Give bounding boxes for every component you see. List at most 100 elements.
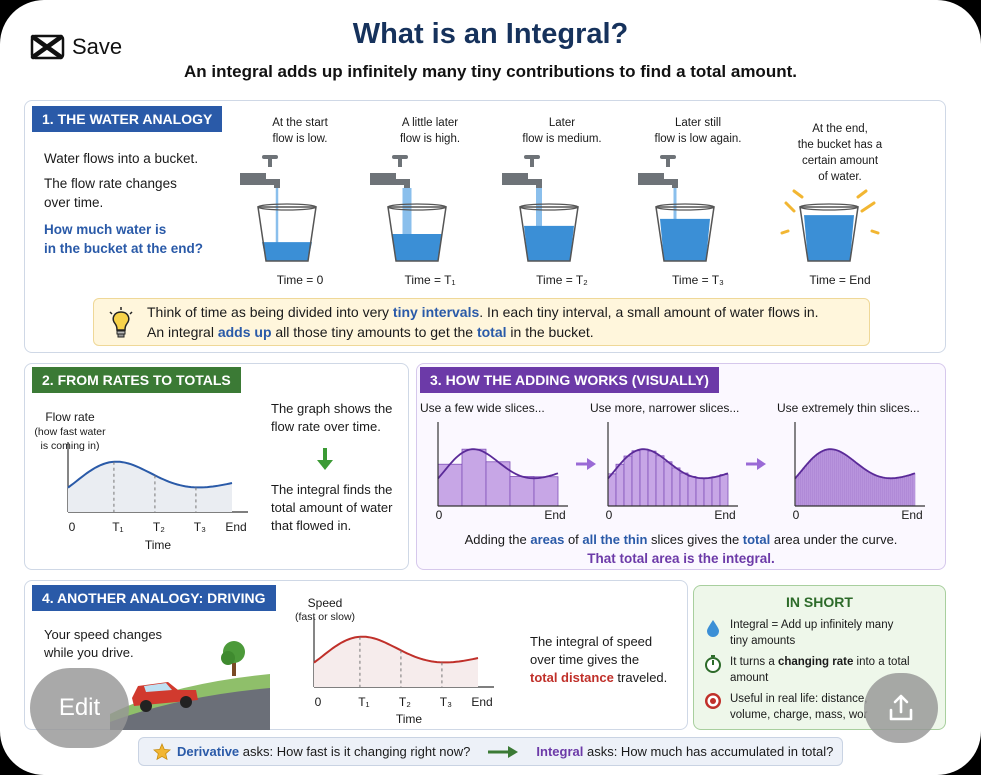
area-under-curve (314, 636, 478, 687)
driving-text1: The integral of speed (530, 634, 653, 649)
rates-text2b: total amount of water (271, 500, 393, 515)
stage-caption: flow is low again. (654, 133, 742, 145)
slice-bar (816, 453, 820, 507)
slice-bar (904, 475, 908, 507)
speed-graph (313, 617, 494, 688)
share-button[interactable] (864, 673, 938, 743)
tip-line2: An integral adds up all those tiny amoun… (147, 324, 594, 340)
derivative-term: Derivative (177, 744, 240, 759)
slice-bar (836, 450, 840, 507)
slice-bar (647, 450, 657, 507)
slice-bar (679, 472, 689, 507)
slice-bar (868, 472, 872, 507)
summary-text: area under the curve. (770, 532, 898, 547)
slice-bar (663, 461, 673, 507)
bottom-derivative-line: Derivative asks: How fast is it changing… (177, 744, 470, 759)
slice-bar (872, 474, 876, 507)
slice-bar (802, 467, 806, 507)
slice-bar (900, 476, 904, 507)
slice-bar (876, 475, 880, 507)
time-tick-label: 0 (314, 695, 322, 709)
stage-caption: At the start (272, 117, 328, 129)
save-button[interactable]: Save (30, 32, 122, 62)
slice-bar (806, 462, 810, 507)
slice-bar (830, 449, 834, 507)
slice-bar (719, 474, 729, 507)
bottom-integral-line: Integral asks: How much has accumulated … (536, 744, 833, 759)
save-label: Save (72, 34, 123, 59)
time-tick-label: T₂ (398, 695, 411, 709)
target-icon (705, 693, 721, 709)
slice-bar (631, 450, 641, 507)
short-item3a: Useful in real life: distance, (730, 693, 868, 705)
driving-line1: Your speed changes (44, 627, 163, 642)
time-tick-label: T₁ (358, 695, 370, 709)
short-item2-text: into a total (853, 656, 910, 668)
tip-box: Think of time as being divided into very… (93, 298, 870, 346)
time-tick-label: End (225, 520, 247, 534)
slice-bar (896, 477, 900, 507)
page-subtitle: An integral adds up infinitely many tiny… (184, 62, 797, 81)
summary-emphasis: total (742, 532, 771, 547)
stage-caption: Later (548, 117, 576, 129)
water-drop-icon (707, 620, 719, 637)
slice-bar (874, 475, 878, 507)
water-analogy-header: 1. THE WATER ANALOGY (32, 106, 223, 132)
driving-ylabel: (fast or slow) (294, 611, 356, 623)
slice-bar (866, 471, 870, 507)
slice-bar (884, 477, 888, 507)
stage-time-label: Time = 0 (276, 273, 324, 287)
stage-caption: At the end, (812, 123, 868, 135)
slice-bar (908, 474, 912, 507)
slice-graph-label: Use more, narrower slices... (590, 401, 740, 415)
time-tick-label: T₃ (193, 520, 207, 534)
slice-bar (824, 449, 828, 507)
edit-button[interactable]: Edit (30, 668, 129, 748)
slice-bar (485, 461, 511, 507)
slice-bar (822, 450, 826, 507)
tip-line1: Think of time as being divided into very… (147, 304, 819, 320)
tip-emphasis: adds up (217, 324, 272, 340)
slice-bar (509, 476, 535, 507)
slice-bar (804, 465, 808, 507)
slice-bar (878, 476, 882, 507)
tip-text: Think of time as being divided into very (147, 304, 393, 320)
stage-time-label: Time = T₃ (672, 273, 724, 287)
slice-graph (607, 422, 738, 507)
slice-bar (856, 463, 860, 507)
summary-emphasis: areas (530, 532, 565, 547)
rates-ylabel: Flow rate (45, 410, 95, 424)
slice-bar (671, 467, 681, 507)
tip-emphasis: total (476, 324, 507, 340)
slice-bar (812, 456, 816, 507)
slice-zero-label: 0 (792, 508, 800, 522)
stage-time-label: Time = T₁ (404, 273, 456, 287)
slice-bar (890, 478, 894, 507)
stage-caption: of water. (818, 171, 862, 183)
in-short-header: IN SHORT (786, 594, 853, 610)
curve-line (794, 448, 916, 480)
water-line1: Water flows into a bucket. (44, 151, 199, 166)
stage-time-label: Time = T₂ (536, 273, 588, 287)
driving-xlabel: Time (395, 712, 423, 726)
slice-bar (437, 463, 463, 507)
time-tick-label: 0 (68, 520, 76, 534)
summary-emphasis: all the thin (582, 532, 648, 547)
summary-text: Adding the (464, 532, 531, 547)
area-under-curve (68, 461, 232, 512)
slice-bar (711, 476, 721, 507)
water-line2b: over time. (44, 195, 104, 210)
slice-bar (461, 448, 487, 507)
water-question2: in the bucket at the end? (44, 241, 204, 256)
slice-bar (906, 475, 910, 507)
stage-caption: certain amount (801, 155, 879, 167)
slice-bar (639, 448, 649, 507)
derivative-question: asks: How fast is it changing right now? (239, 744, 471, 759)
slice-end-label: End (901, 508, 923, 522)
slice-bar (607, 473, 617, 507)
slice-bar (862, 468, 866, 507)
tip-text: . In each tiny interval, a small amount … (479, 304, 819, 320)
slice-bar (852, 460, 856, 507)
slice-bar (820, 451, 824, 507)
slice-bar (912, 473, 916, 507)
